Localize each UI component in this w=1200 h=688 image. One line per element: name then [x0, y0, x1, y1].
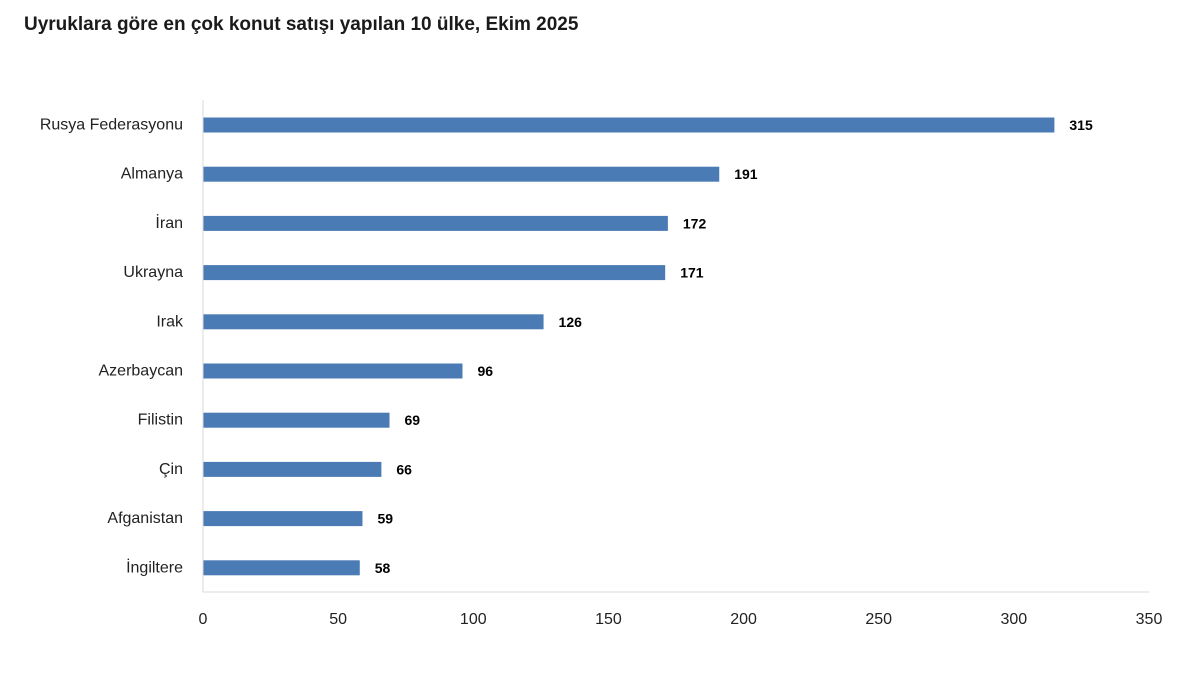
- x-tick-label: 150: [595, 611, 622, 628]
- x-tick-label: 350: [1136, 611, 1163, 628]
- bar: [203, 314, 544, 330]
- data-label: 66: [396, 461, 412, 477]
- bar: [203, 265, 666, 281]
- x-tick-label: 0: [199, 611, 208, 628]
- axes: [202, 100, 1149, 593]
- x-tick-label: 100: [460, 611, 487, 628]
- category-label: Filistin: [138, 412, 183, 429]
- bar: [203, 166, 720, 182]
- category-label: Rusya Federasyonu: [40, 117, 183, 134]
- category-label: Irak: [156, 313, 184, 330]
- data-label: 69: [404, 412, 420, 428]
- data-label: 191: [734, 166, 758, 182]
- category-label: İngiltere: [126, 557, 183, 576]
- data-label: 59: [377, 511, 393, 527]
- bar: [203, 363, 463, 379]
- x-tick-label: 50: [329, 611, 347, 628]
- bar: [203, 560, 360, 576]
- category-label: Afganistan: [107, 510, 183, 527]
- data-label: 126: [559, 314, 583, 330]
- x-tick-label: 300: [1001, 611, 1028, 628]
- data-label: 172: [683, 215, 707, 231]
- data-label: 315: [1069, 117, 1093, 133]
- bar: [203, 412, 390, 428]
- bar: [203, 511, 363, 527]
- x-tick-label: 200: [730, 611, 757, 628]
- data-label: 96: [477, 363, 493, 379]
- bar: [203, 117, 1055, 133]
- category-label: Ukrayna: [123, 264, 183, 281]
- category-label: İran: [155, 213, 183, 232]
- x-tick-label: 250: [865, 611, 892, 628]
- bars-group: [203, 117, 1055, 576]
- data-label: 58: [375, 560, 391, 576]
- chart-title: Uyruklara göre en çok konut satışı yapıl…: [24, 14, 579, 35]
- data-label: 171: [680, 265, 704, 281]
- data-labels: 315 191 172 171 126 96 69 66 59 58: [375, 117, 1093, 576]
- bar: [203, 461, 382, 477]
- category-labels: Rusya Federasyonu Almanya İran Ukrayna Irak A…: [40, 117, 184, 577]
- bar: [203, 215, 668, 231]
- category-label: Çin: [159, 461, 183, 478]
- category-label: Almanya: [121, 166, 183, 183]
- category-label: Azerbaycan: [99, 363, 184, 380]
- x-tick-labels: 0 50 100 150 200 250 300 350: [199, 611, 1163, 628]
